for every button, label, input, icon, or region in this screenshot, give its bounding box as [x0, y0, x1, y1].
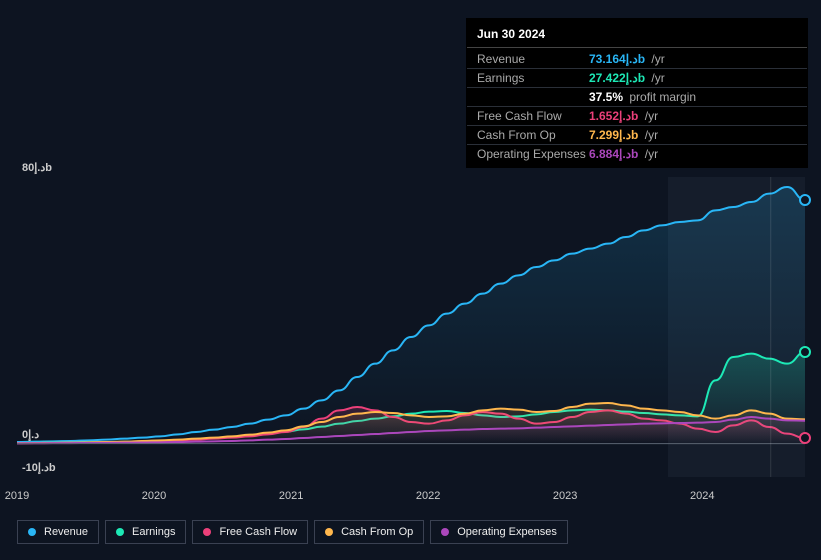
legend-item-fcf[interactable]: Free Cash Flow — [192, 520, 308, 544]
tooltip-row: Cash From Op7.299د.إb /yr — [467, 126, 807, 145]
tooltip-row-suffix: /yr — [651, 71, 664, 85]
legend-dot-icon — [441, 528, 449, 536]
tooltip-row-value: 73.164 — [589, 52, 626, 66]
tooltip-row-unit: د.إb — [619, 147, 638, 161]
tooltip-row-label — [477, 90, 589, 104]
tooltip-row-value: 7.299 — [589, 128, 619, 142]
tooltip-row-suffix: /yr — [645, 128, 658, 142]
tooltip-row: Revenue73.164د.إb /yr — [467, 50, 807, 69]
tooltip-row-unit: د.إb — [626, 71, 645, 85]
tooltip-row-suffix: /yr — [645, 147, 658, 161]
tooltip-row-value: 37.5% — [589, 90, 623, 104]
tooltip-row-unit: د.إb — [619, 128, 638, 142]
y-tick-label: 0د.إ — [22, 428, 39, 441]
tooltip-row-label: Earnings — [477, 71, 589, 85]
tooltip-row: Free Cash Flow1.652د.إb /yr — [467, 107, 807, 126]
x-tick-label: 2022 — [416, 490, 440, 502]
x-tick-label: 2019 — [5, 490, 29, 502]
tooltip-title: Jun 30 2024 — [467, 23, 807, 48]
legend-item-label: Earnings — [132, 526, 175, 538]
tooltip-row: Earnings27.422د.إb /yr — [467, 69, 807, 88]
tooltip-row-label: Cash From Op — [477, 128, 589, 142]
x-tick-label: 2020 — [142, 490, 166, 502]
legend-dot-icon — [28, 528, 36, 536]
x-tick-label: 2023 — [553, 490, 577, 502]
series-end-marker-revenue — [799, 194, 811, 206]
chart-tooltip: Jun 30 2024 Revenue73.164د.إb /yrEarning… — [466, 18, 808, 168]
series-fill-revenue — [17, 187, 805, 444]
tooltip-row-value: 1.652 — [589, 109, 619, 123]
x-tick-label: 2024 — [690, 490, 714, 502]
tooltip-row-unit: د.إb — [626, 52, 645, 66]
tooltip-row: 37.5% profit margin — [467, 88, 807, 107]
legend-dot-icon — [325, 528, 333, 536]
tooltip-row-label: Operating Expenses — [477, 147, 589, 161]
tooltip-row-value: 27.422 — [589, 71, 626, 85]
legend-item-cfo[interactable]: Cash From Op — [314, 520, 424, 544]
tooltip-row-suffix: /yr — [651, 52, 664, 66]
series-end-marker-fcf — [799, 432, 811, 444]
y-tick-label: -10د.إb — [22, 461, 56, 474]
tooltip-row: Operating Expenses6.884د.إb /yr — [467, 145, 807, 163]
legend-item-label: Cash From Op — [341, 526, 413, 538]
tooltip-row-suffix: profit margin — [629, 90, 696, 104]
tooltip-row-suffix: /yr — [645, 109, 658, 123]
tooltip-row-label: Free Cash Flow — [477, 109, 589, 123]
series-end-marker-earnings — [799, 346, 811, 358]
tooltip-row-label: Revenue — [477, 52, 589, 66]
legend-item-label: Free Cash Flow — [219, 526, 297, 538]
legend-dot-icon — [116, 528, 124, 536]
tooltip-row-value: 6.884 — [589, 147, 619, 161]
legend-item-revenue[interactable]: Revenue — [17, 520, 99, 544]
legend-item-label: Operating Expenses — [457, 526, 557, 538]
tooltip-row-unit: د.إb — [619, 109, 638, 123]
chart-legend: Revenue Earnings Free Cash Flow Cash From O… — [17, 520, 568, 544]
y-tick-label: 80د.إb — [22, 161, 52, 174]
legend-item-label: Revenue — [44, 526, 88, 538]
legend-item-opex[interactable]: Operating Expenses — [430, 520, 568, 544]
legend-item-earnings[interactable]: Earnings — [105, 520, 186, 544]
legend-dot-icon — [203, 528, 211, 536]
x-tick-label: 2021 — [279, 490, 303, 502]
